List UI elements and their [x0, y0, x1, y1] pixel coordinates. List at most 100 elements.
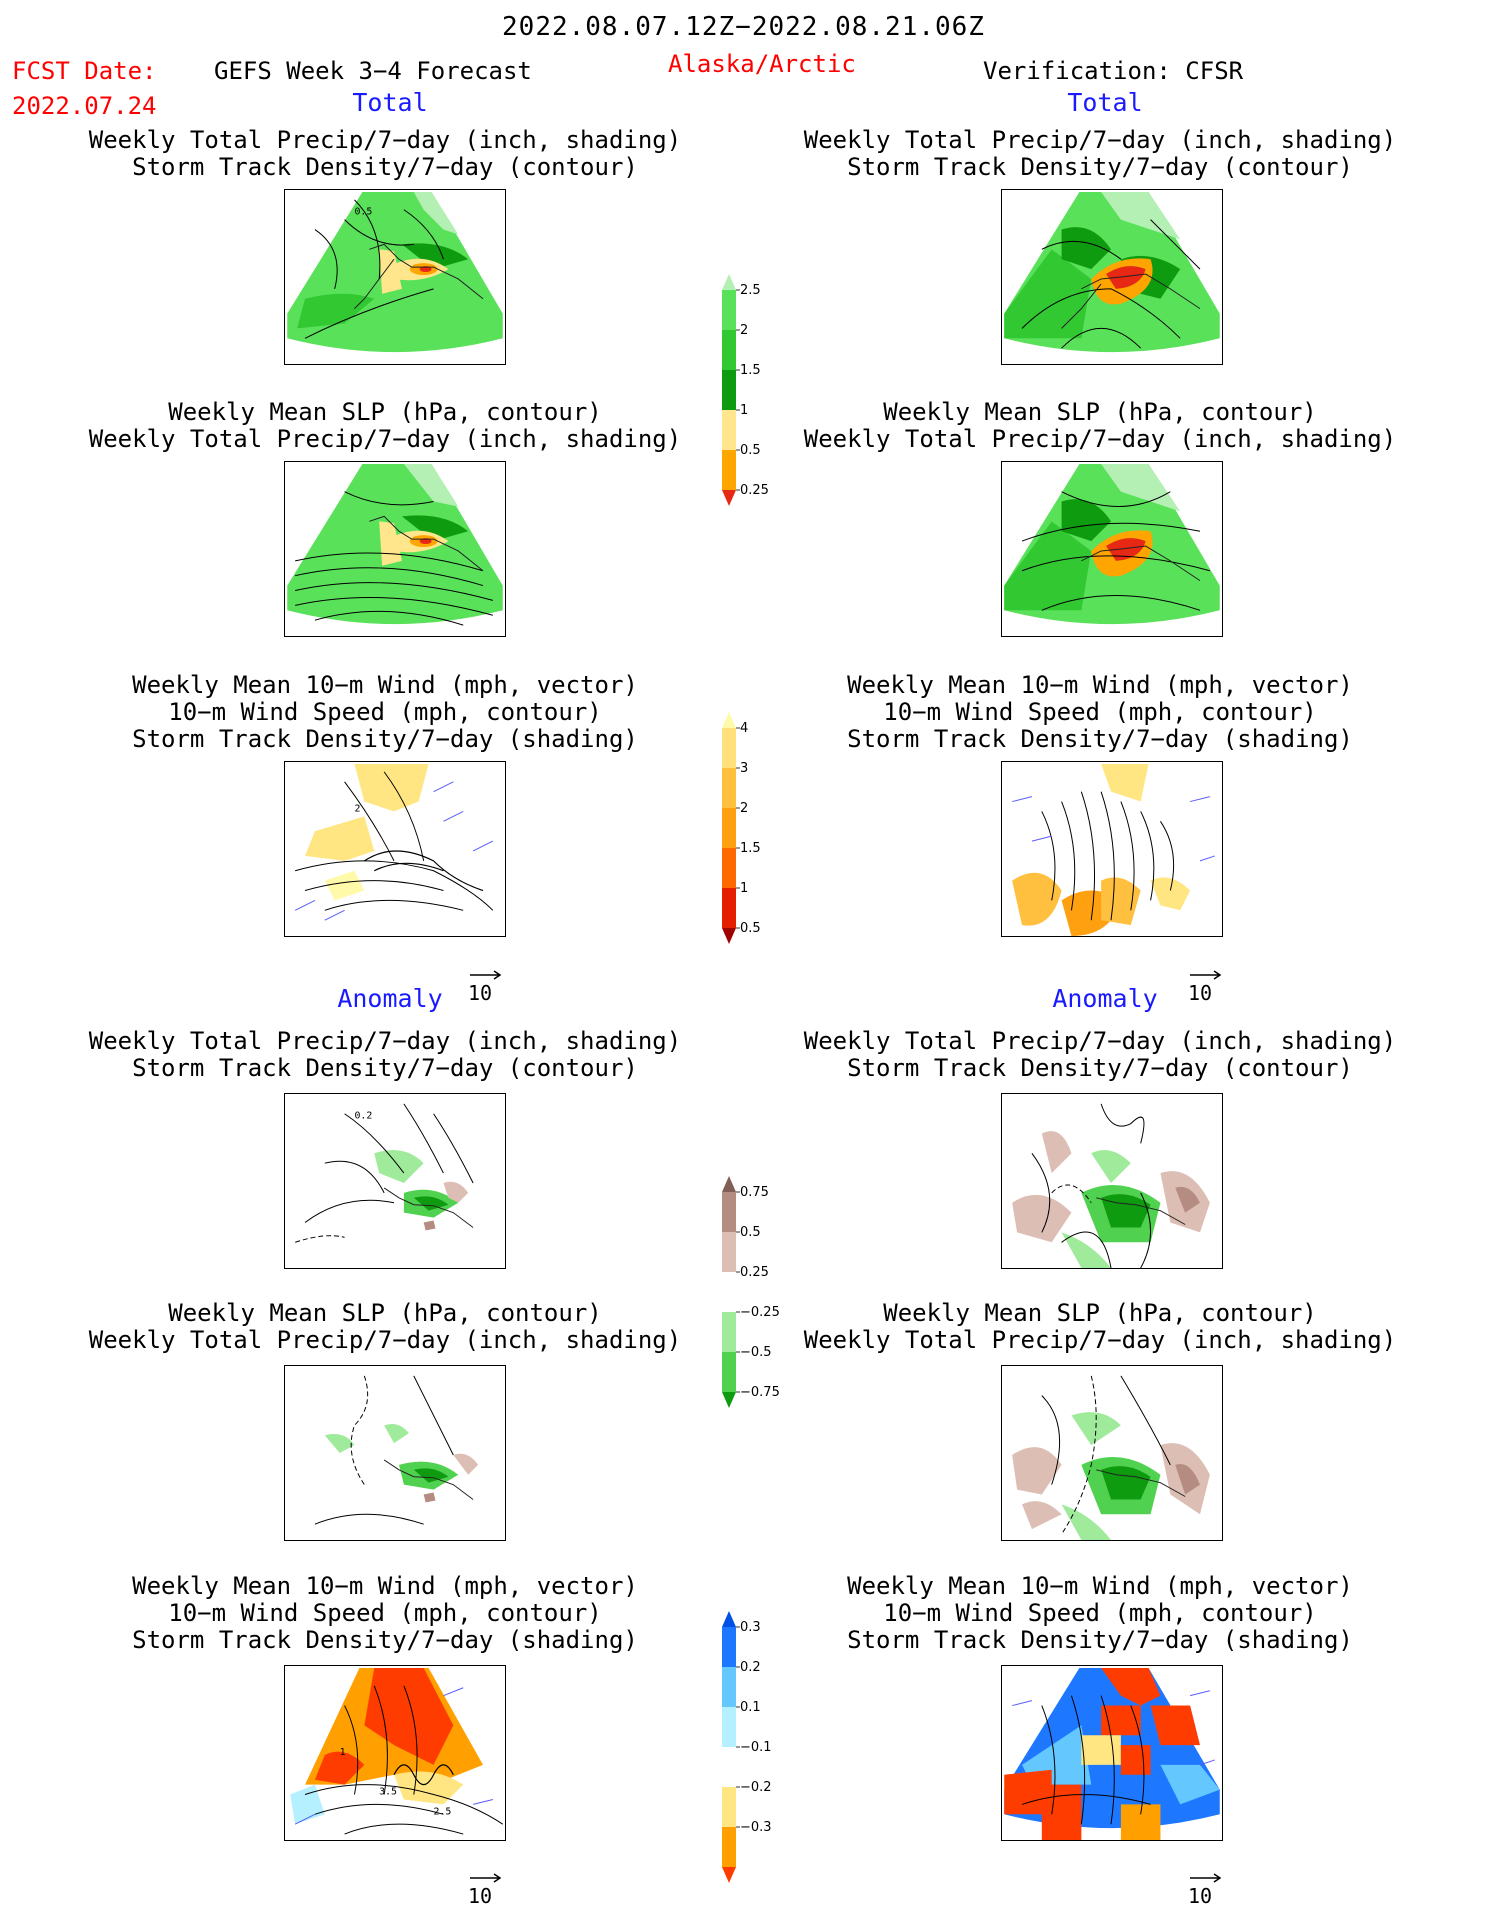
colorbar-label: 4: [740, 721, 748, 736]
colorbar-label: 0.5: [740, 443, 761, 458]
title-fc-total-slp: Weekly Mean SLP (hPa, contour) Weekly Tot…: [88, 398, 682, 453]
colorbar-tip-top: [722, 712, 736, 728]
colorbar-label: 0.3: [740, 1620, 761, 1635]
colorbar-tip-top: [722, 1611, 736, 1627]
map-fc-total-wind-svg: 2: [294, 763, 494, 921]
colorbar-label: 1.5: [740, 841, 761, 856]
arrow-right-icon: [470, 970, 502, 980]
colorbar-label: 2: [740, 801, 748, 816]
colorbar-label: −0.3: [740, 1820, 772, 1835]
map-ob-total-wind: [1001, 761, 1223, 937]
colorbar-label: 1: [740, 881, 748, 896]
vector-ref-ob-anom: 10: [1188, 1869, 1224, 1908]
title-fc-total-precip: Weekly Total Precip/7−day (inch, shading…: [88, 126, 682, 181]
colorbar-tip-bottom: [722, 490, 736, 506]
title-ob-anom-precip: Weekly Total Precip/7−day (inch, shading…: [803, 1027, 1397, 1082]
map-ob-anom-wind: [1001, 1665, 1223, 1841]
colorbar-segment: [722, 1787, 736, 1827]
map-fc-anom-precip: 0.2: [284, 1093, 506, 1269]
contour-label: 0.2: [354, 1111, 372, 1122]
map-ob-total-slp: [1001, 461, 1223, 637]
colorbar-segment: [722, 290, 736, 330]
colorbar-segment: [722, 330, 736, 370]
section-total-left: Total: [352, 88, 428, 117]
colorbar-label: 2: [740, 323, 748, 338]
colorbar-label: 3: [740, 761, 748, 776]
arrow-right-icon: [1190, 1873, 1222, 1883]
map-fc-anom-wind-svg: 3.5 2.5 1: [290, 1667, 504, 1835]
contour-label: 2: [354, 803, 360, 814]
title-ob-total-slp: Weekly Mean SLP (hPa, contour) Weekly Tot…: [803, 398, 1397, 453]
map-ob-anom-slp-svg: [1012, 1375, 1210, 1540]
map-ob-total-precip-svg: [1004, 191, 1220, 353]
title-fc-anom-slp: Weekly Mean SLP (hPa, contour) Weekly Tot…: [88, 1299, 682, 1354]
vector-ref-fc-total: 10: [468, 966, 504, 1005]
colorbar-storm-anom-svg: 0.3 0.2 0.1 −0.1 −0.2 −0.3: [722, 1611, 772, 1883]
map-fc-anom-slp: [284, 1365, 506, 1541]
colorbar-segment: [722, 1192, 736, 1232]
contour-label: 0.5: [354, 207, 372, 218]
map-ob-anom-wind-svg: [1004, 1667, 1220, 1840]
colorbar-segment: [722, 370, 736, 410]
map-fc-anom-precip-svg: 0.2: [294, 1103, 474, 1243]
colorbar-segment: [722, 728, 736, 768]
arrow-right-icon: [1190, 970, 1222, 980]
colorbar-segment: [722, 450, 736, 490]
verification-title: Verification: CFSR: [983, 57, 1244, 85]
vector-ref-ob-total: 10: [1188, 966, 1224, 1005]
title-fc-total-wind: Weekly Mean 10−m Wind (mph, vector) 10−m …: [132, 671, 638, 753]
colorbar-label: −0.25: [740, 1305, 780, 1320]
period-title: 2022.08.07.12Z−2022.08.21.06Z: [502, 12, 985, 42]
colorbar-label: 0.5: [740, 921, 761, 936]
map-ob-total-precip: [1001, 189, 1223, 365]
colorbar-segment: [722, 1707, 736, 1747]
section-anomaly-right: Anomaly: [1052, 984, 1158, 1013]
title-ob-total-wind: Weekly Mean 10−m Wind (mph, vector) 10−m …: [847, 671, 1353, 753]
colorbar-label: −0.5: [740, 1345, 772, 1360]
region-title: Alaska/Arctic: [668, 50, 856, 78]
colorbar-precip-anom-svg: 0.75 0.5 0.25 −0.25 −0.5 −0.75: [722, 1176, 780, 1408]
title-fc-anom-wind: Weekly Mean 10−m Wind (mph, vector) 10−m …: [132, 1572, 638, 1654]
map-ob-total-wind-svg: [1012, 763, 1215, 936]
colorbar-storm-total: 4 3 2 1.5 1 0.5: [720, 706, 790, 1000]
map-fc-anom-wind: 3.5 2.5 1: [284, 1665, 506, 1841]
map-fc-total-slp: [284, 461, 506, 637]
map-ob-anom-precip-svg: [1012, 1103, 1210, 1268]
colorbar-tip-top: [722, 274, 736, 290]
colorbar-storm-total-svg: 4 3 2 1.5 1 0.5: [722, 712, 761, 944]
colorbar-segment: [722, 1312, 736, 1352]
colorbar-label: 0.25: [740, 483, 769, 498]
colorbar-segment: [722, 1352, 736, 1392]
map-fc-total-slp-svg: [287, 463, 503, 626]
colorbar-segment: [722, 848, 736, 888]
colorbar-label: 0.1: [740, 1700, 761, 1715]
title-ob-anom-slp: Weekly Mean SLP (hPa, contour) Weekly Tot…: [803, 1299, 1397, 1354]
section-anomaly-left: Anomaly: [337, 984, 443, 1013]
colorbar-label: 0.2: [740, 1660, 761, 1675]
colorbar-segment: [722, 1747, 736, 1787]
colorbar-label: 0.25: [740, 1265, 769, 1280]
colorbar-segment: [722, 1827, 736, 1867]
colorbar-segment: [722, 1232, 736, 1272]
map-fc-anom-slp-svg: [314, 1375, 479, 1525]
map-fc-total-precip-svg: 0.5: [287, 191, 503, 353]
colorbar-label: −0.2: [740, 1780, 772, 1795]
colorbar-segment: [722, 888, 736, 928]
colorbar-tip-bottom: [722, 928, 736, 944]
colorbar-segment: [722, 768, 736, 808]
colorbar-label: 0.75: [740, 1185, 769, 1200]
map-ob-anom-slp: [1001, 1365, 1223, 1541]
colorbar-segment: [722, 1667, 736, 1707]
colorbar-precip-total: 2.5 2 1.5 1 0.5 0.25: [720, 268, 790, 562]
colorbar-label: 1.5: [740, 363, 761, 378]
colorbar-label: −0.1: [740, 1740, 772, 1755]
colorbar-precip-total-svg: 2.5 2 1.5 1 0.5 0.25: [722, 274, 769, 506]
vector-ref-fc-anom: 10: [468, 1869, 504, 1908]
colorbar-segment: [722, 808, 736, 848]
colorbar-tip-bottom: [722, 1392, 736, 1408]
map-fc-total-wind: 2: [284, 761, 506, 937]
title-fc-anom-precip: Weekly Total Precip/7−day (inch, shading…: [88, 1027, 682, 1082]
contour-label: 2.5: [434, 1806, 452, 1817]
colorbar-precip-anom: 0.75 0.5 0.25 −0.25 −0.5 −0.75: [720, 1170, 800, 1464]
colorbar-storm-anom: 0.3 0.2 0.1 −0.1 −0.2 −0.3: [720, 1605, 800, 1899]
